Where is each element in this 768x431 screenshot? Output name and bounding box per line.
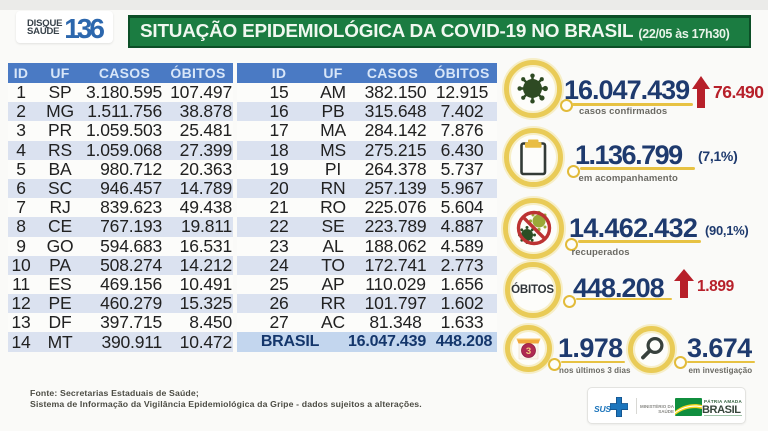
svg-text:3: 3 [526, 346, 531, 357]
